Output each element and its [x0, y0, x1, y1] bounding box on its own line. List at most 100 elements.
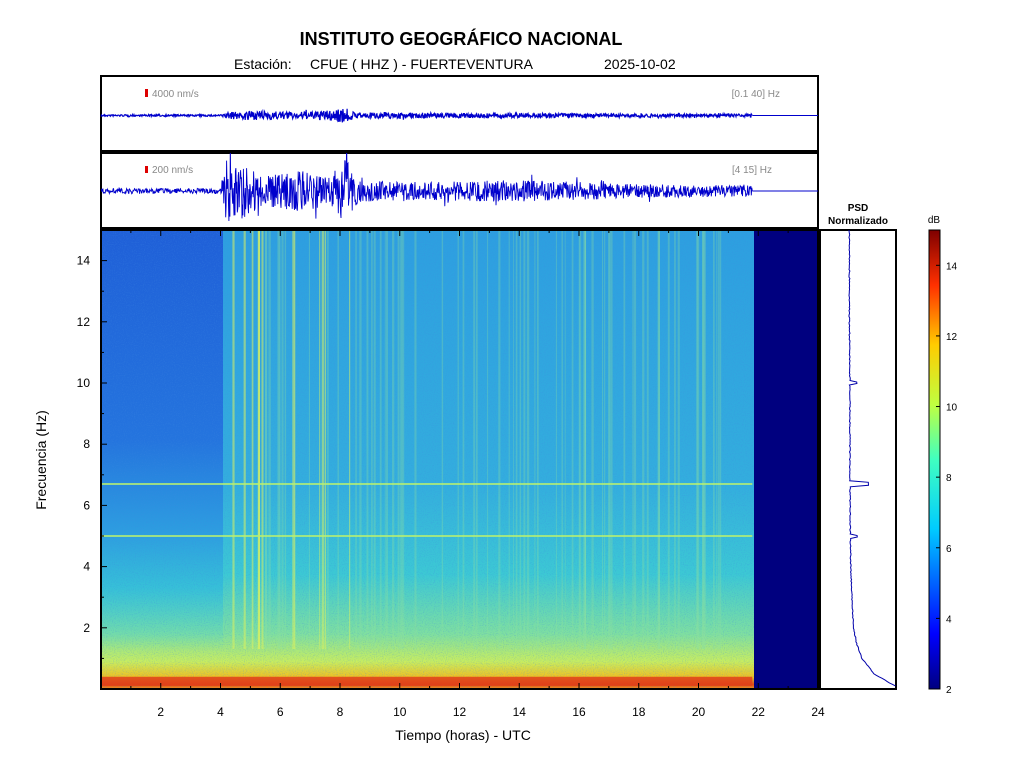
- event-stripe: [392, 230, 395, 649]
- y-tick-label: 4: [83, 560, 90, 574]
- event-stripe: [508, 230, 510, 649]
- event-stripe: [457, 230, 459, 649]
- x-tick-label: 16: [572, 705, 586, 719]
- event-stripe: [696, 230, 699, 649]
- event-stripe: [359, 230, 362, 649]
- event-stripe: [519, 230, 522, 649]
- scale-label-middle: 200 nm/s: [152, 165, 193, 176]
- event-stripe: [610, 230, 613, 649]
- event-stripe: [294, 230, 296, 649]
- scale-label-top: 4000 nm/s: [152, 89, 199, 100]
- figure-title: INSTITUTO GEOGRÁFICO NACIONAL: [300, 28, 623, 49]
- event-stripe: [632, 230, 634, 649]
- event-stripe: [702, 230, 704, 649]
- psd-panel: PSD Normalizado: [819, 203, 897, 690]
- event-stripe: [537, 230, 539, 649]
- event-stripe: [523, 230, 526, 649]
- colorbar-tick-label: 14: [946, 261, 958, 272]
- event-stripe: [441, 230, 444, 649]
- x-tick-label: 2: [157, 705, 164, 719]
- event-stripe: [584, 230, 586, 649]
- x-tick-label: 12: [453, 705, 467, 719]
- trace-path: [101, 153, 753, 222]
- colorbar-unit: dB: [928, 215, 941, 226]
- event-stripe: [265, 230, 268, 649]
- event-stripe: [281, 230, 284, 649]
- event-stripe: [277, 230, 280, 649]
- event-stripe: [526, 230, 530, 649]
- event-stripe: [498, 230, 501, 649]
- x-tick-label: 18: [632, 705, 646, 719]
- colorbar-tick-label: 12: [946, 332, 958, 343]
- trace-broadband: [100, 108, 818, 123]
- event-stripe: [323, 230, 325, 649]
- event-stripe: [397, 230, 400, 649]
- event-stripe: [602, 230, 604, 649]
- event-stripe: [657, 230, 660, 649]
- event-stripe: [326, 230, 329, 649]
- high-energy-band: [101, 676, 753, 686]
- x-tick-label: 22: [752, 705, 766, 719]
- event-stripe: [487, 230, 489, 649]
- x-tick-label: 14: [513, 705, 527, 719]
- event-stripe: [634, 230, 637, 649]
- event-stripe: [462, 230, 465, 649]
- event-stripe: [702, 230, 705, 649]
- x-axis-label: Tiempo (horas) - UTC: [395, 727, 531, 743]
- event-stripe: [642, 230, 645, 649]
- band-label-middle: [4 15] Hz: [732, 165, 772, 176]
- no-data-region: [754, 230, 818, 689]
- event-stripe: [719, 230, 722, 649]
- event-stripe: [579, 230, 582, 649]
- event-stripe: [400, 230, 403, 649]
- colorbar-tick-label: 6: [946, 544, 952, 555]
- psd-title-line2: Normalizado: [828, 216, 888, 227]
- colorbar-tick-label: 8: [946, 473, 952, 484]
- x-tick-label: 20: [692, 705, 706, 719]
- y-tick-label: 2: [83, 621, 90, 635]
- event-stripe: [371, 230, 373, 649]
- event-stripe: [658, 230, 660, 649]
- spectral-line: [101, 483, 753, 485]
- scale-marker-middle: [145, 166, 148, 173]
- event-stripe: [584, 230, 586, 649]
- event-stripe: [384, 230, 386, 649]
- psd-title-line1: PSD: [848, 203, 869, 214]
- event-stripe: [401, 230, 404, 649]
- event-stripe: [366, 230, 369, 649]
- x-tick-label: 6: [277, 705, 284, 719]
- colorbar-tick-label: 10: [946, 403, 958, 414]
- event-stripe: [646, 230, 649, 649]
- event-stripe: [473, 230, 475, 649]
- seismogram-filtered-panel: 200 nm/s [4 15] Hz: [100, 152, 819, 229]
- scale-marker-top: [145, 89, 148, 97]
- seismogram-broadband-panel: 4000 nm/s [0.1 40] Hz: [100, 75, 819, 152]
- event-stripe: [561, 230, 563, 649]
- event-stripe: [403, 230, 405, 649]
- event-stripe: [609, 230, 611, 649]
- event-stripe: [534, 230, 536, 649]
- event-stripe: [555, 230, 557, 649]
- event-stripe: [268, 230, 271, 649]
- event-stripe: [319, 230, 321, 649]
- y-tick-label: 12: [77, 315, 91, 329]
- event-stripe: [623, 230, 626, 649]
- event-stripe: [717, 230, 719, 649]
- station-prefix: Estación:: [234, 56, 292, 72]
- event-stripe: [716, 230, 718, 649]
- spectral-line: [101, 535, 753, 537]
- y-tick-label: 14: [77, 254, 91, 268]
- trace-path: [100, 108, 753, 123]
- y-tick-label: 6: [83, 498, 90, 512]
- event-stripe: [677, 230, 680, 649]
- event-stripe: [321, 230, 324, 649]
- event-stripe: [591, 230, 594, 649]
- event-stripe: [475, 230, 478, 649]
- x-tick-label: 24: [811, 705, 825, 719]
- band-label-top: [0.1 40] Hz: [732, 89, 780, 100]
- event-stripe: [337, 230, 339, 649]
- event-stripe: [667, 230, 670, 649]
